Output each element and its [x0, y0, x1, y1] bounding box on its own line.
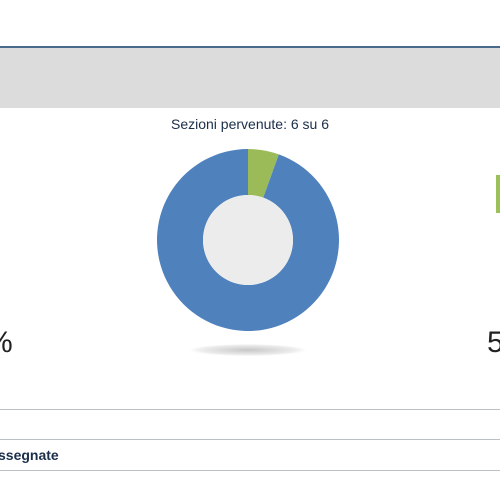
donut-hole [203, 195, 293, 285]
top-divider [0, 46, 500, 48]
donut-chart [156, 149, 339, 331]
assigned-seats-label: ssegnate [0, 447, 59, 463]
divider-1 [0, 409, 500, 410]
donut-slice-blue [156, 149, 339, 331]
donut-shadow [190, 344, 306, 356]
donut-chart-container [148, 140, 348, 340]
divider-2 [0, 439, 500, 440]
donut-slice-green [248, 149, 279, 198]
divider-3 [0, 470, 500, 471]
right-stat-value: 5 [487, 326, 500, 359]
left-percent-value: % [0, 326, 13, 360]
right-chart-sliver [496, 175, 500, 213]
sections-received-label: Sezioni pervenute: 6 su 6 [171, 116, 329, 132]
header-bar [0, 48, 500, 108]
